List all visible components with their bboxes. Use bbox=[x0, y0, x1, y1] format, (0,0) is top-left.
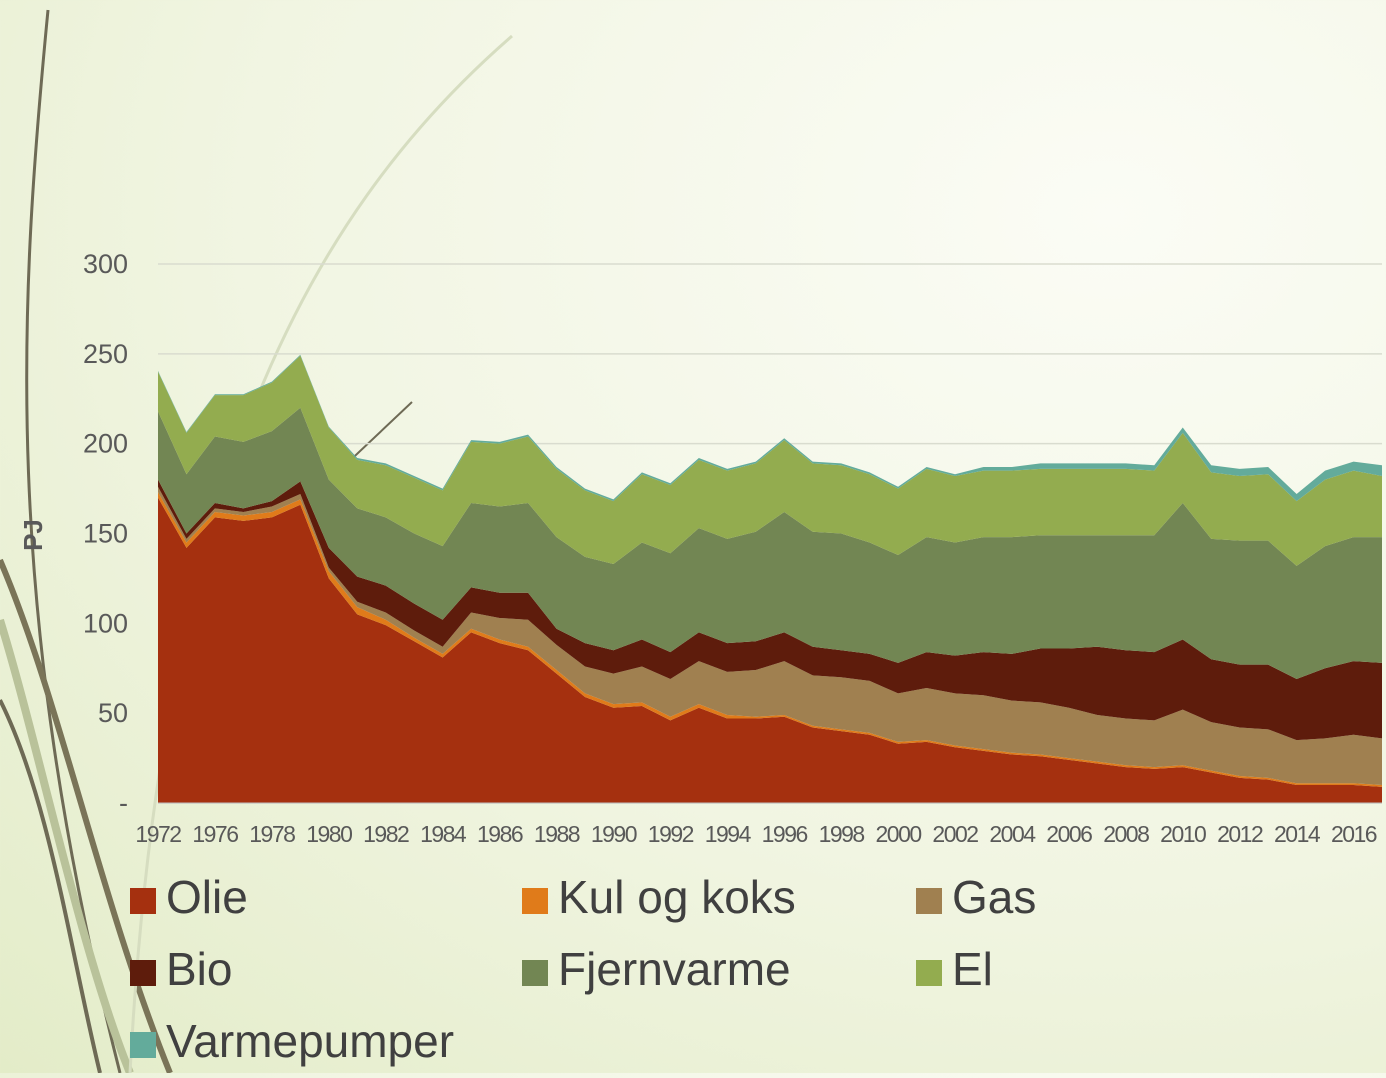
x-tick-label: 1988 bbox=[534, 821, 580, 847]
x-tick-label: 1996 bbox=[762, 821, 808, 847]
y-tick-label: 200 bbox=[83, 429, 128, 459]
x-tick-label: 1992 bbox=[648, 821, 694, 847]
x-tick-label: 1998 bbox=[819, 821, 865, 847]
legend-label: Olie bbox=[166, 871, 248, 923]
page: PJ - 50 100 150 200 250 300 1972 1976 1978 1980 198… bbox=[0, 0, 1386, 1073]
y-tick-label: 100 bbox=[83, 608, 128, 638]
x-tick-label: 1972 bbox=[135, 821, 181, 847]
x-tick-label: 2004 bbox=[989, 821, 1036, 847]
y-tick-label: 150 bbox=[83, 519, 128, 549]
x-tick-label: 1984 bbox=[420, 821, 467, 847]
y-axis-label: PJ bbox=[18, 519, 48, 551]
chart: PJ - 50 100 150 200 250 300 1972 1976 1978 1980 198… bbox=[0, 0, 1386, 1073]
x-tick-label: 2014 bbox=[1274, 821, 1321, 847]
x-tick-label: 1976 bbox=[192, 821, 238, 847]
legend-swatch bbox=[130, 1032, 156, 1058]
y-tick-label: - bbox=[119, 788, 128, 818]
x-tick-label: 2008 bbox=[1103, 821, 1149, 847]
x-tick-label: 2012 bbox=[1217, 821, 1263, 847]
legend-label: Gas bbox=[952, 871, 1036, 923]
x-tick-label: 2002 bbox=[932, 821, 978, 847]
legend-label: Varmepumper bbox=[166, 1015, 454, 1067]
legend-label: El bbox=[952, 943, 993, 995]
x-tick-label: 1982 bbox=[363, 821, 409, 847]
y-tick-label: 250 bbox=[83, 339, 128, 369]
legend-swatch bbox=[522, 888, 548, 914]
legend-swatch bbox=[522, 960, 548, 986]
legend-swatch bbox=[916, 888, 942, 914]
legend-label: Bio bbox=[166, 943, 232, 995]
legend-swatch bbox=[130, 960, 156, 986]
legend-swatch bbox=[130, 888, 156, 914]
x-tick-label: 2010 bbox=[1160, 821, 1206, 847]
x-tick-label: 2000 bbox=[876, 821, 922, 847]
y-tick-label: 50 bbox=[98, 698, 128, 728]
y-tick-label: 300 bbox=[83, 249, 128, 279]
x-tick-label: 1978 bbox=[249, 821, 295, 847]
x-tick-label: 1980 bbox=[306, 821, 352, 847]
x-tick-label: 2006 bbox=[1046, 821, 1092, 847]
x-tick-label: 1990 bbox=[591, 821, 637, 847]
legend-label: Fjernvarme bbox=[558, 943, 791, 995]
legend-swatch bbox=[916, 960, 942, 986]
x-tick-label: 1994 bbox=[705, 821, 752, 847]
x-tick-label: 2016 bbox=[1331, 821, 1377, 847]
x-tick-label: 1986 bbox=[477, 821, 523, 847]
legend-label: Kul og koks bbox=[558, 871, 796, 923]
